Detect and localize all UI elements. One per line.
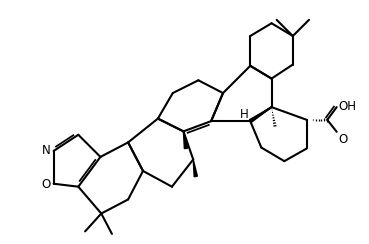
Text: O: O (41, 178, 50, 191)
Text: OH: OH (339, 100, 357, 113)
Text: O: O (339, 133, 348, 146)
Text: H: H (240, 108, 249, 121)
Text: N: N (41, 143, 50, 157)
Polygon shape (193, 160, 197, 177)
Polygon shape (249, 107, 272, 122)
Polygon shape (183, 131, 187, 149)
